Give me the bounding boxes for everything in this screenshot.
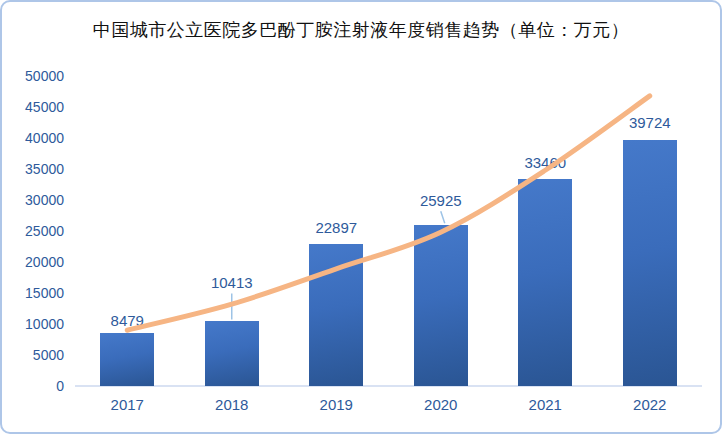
x-tick-label: 2022 [598,397,703,413]
y-tick-label: 5000 [2,348,64,362]
data-label-2019: 22897 [284,220,389,236]
y-tick-label: 10000 [2,317,64,331]
x-tick-label: 2021 [493,397,598,413]
y-tick-label: 20000 [2,255,64,269]
y-tick-label: 45000 [2,100,64,114]
data-label-2017: 8479 [75,313,180,329]
x-tick-label: 2018 [180,397,285,413]
bar-2022 [623,140,677,386]
chart-frame: 中国城市公立医院多巴酚丁胺注射液年度销售趋势（单位：万元） 0 5000 10000… [0,0,722,434]
x-tick-label: 2019 [284,397,389,413]
y-tick-label: 0 [2,379,64,393]
data-label-2022: 39724 [598,115,703,131]
bar-2021 [518,179,572,386]
x-axis-line [75,385,702,387]
chart-title: 中国城市公立医院多巴酚丁胺注射液年度销售趋势（单位：万元） [2,18,720,42]
y-tick-label: 25000 [2,224,64,238]
bar-2017 [100,333,154,386]
y-tick-label: 50000 [2,69,64,83]
data-label-2020: 25925 [389,193,494,209]
y-tick-label: 15000 [2,286,64,300]
x-tick-label: 2020 [389,397,494,413]
bar-2019 [309,244,363,386]
x-tick-label: 2017 [75,397,180,413]
data-label-2021: 33460 [493,155,598,171]
data-label-2018: 10413 [180,275,285,291]
label-leader-line [441,211,445,223]
bar-2018 [205,321,259,386]
bar-2020 [414,225,468,386]
y-tick-label: 40000 [2,131,64,145]
y-tick-label: 30000 [2,193,64,207]
y-tick-label: 35000 [2,162,64,176]
